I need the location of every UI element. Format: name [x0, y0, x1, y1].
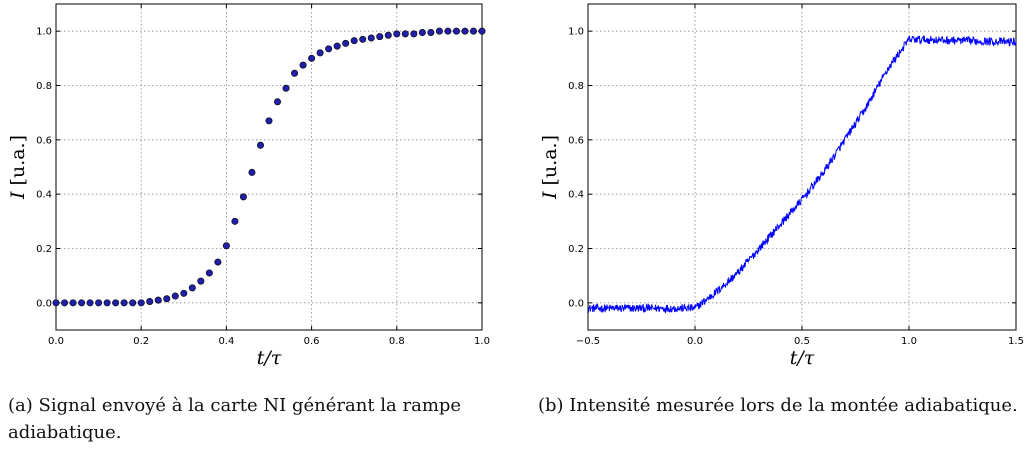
data-point	[282, 84, 290, 92]
data-point	[291, 69, 299, 77]
data-point	[205, 269, 213, 277]
data-point	[78, 299, 86, 307]
data-point	[325, 45, 333, 53]
x-tick-label: 0.5	[794, 336, 810, 347]
y-axis-label: I [u.a.]	[539, 135, 561, 200]
data-point	[342, 39, 350, 47]
x-tick-label: 1.5	[1008, 336, 1024, 347]
x-tick-label: 1.0	[474, 336, 490, 347]
data-point	[188, 284, 196, 292]
caption-a: (a) Signal envoyé à la carte NI générant…	[8, 395, 462, 443]
line-chart: −0.5 0.0 0.5 1.0 1.5 0.0 0.2 0.4 0.6 0.8 1.0 t/τ I […	[539, 3, 1024, 369]
y-tick-label: 0.4	[36, 190, 52, 201]
plot-frame	[55, 3, 483, 331]
data-point	[129, 299, 137, 307]
data-point	[359, 35, 367, 43]
panel-a: 0.0 0.2 0.4 0.6 0.8 1.0 0.0 0.2 0.4 0.6 0.8 1.0 t/τ I…	[0, 0, 500, 451]
y-tick-label: 0.6	[568, 135, 584, 146]
data-point	[154, 296, 162, 304]
y-tick-label: 0.4	[568, 190, 584, 201]
x-tick-label: 1.0	[901, 336, 917, 347]
data-point	[61, 299, 69, 307]
data-point	[384, 31, 392, 39]
data-point	[333, 42, 341, 50]
data-point	[410, 30, 418, 38]
data-point	[469, 27, 477, 35]
data-point	[444, 27, 452, 35]
y-tick-label: 0.2	[36, 244, 52, 255]
data-point	[103, 299, 111, 307]
data-point	[171, 292, 179, 300]
data-point	[95, 299, 103, 307]
x-tick-label: −0.5	[576, 336, 600, 347]
scatter-chart: 0.0 0.2 0.4 0.6 0.8 1.0 0.0 0.2 0.4 0.6 0.8 1.0 t/τ I…	[7, 3, 490, 369]
data-point	[274, 98, 282, 106]
data-point	[214, 258, 222, 266]
series-line	[587, 35, 1017, 314]
data-point	[112, 299, 120, 307]
data-point	[299, 61, 307, 69]
x-axis-label: t/τ	[790, 347, 815, 369]
plot-frame	[587, 3, 1017, 331]
panel-b: −0.5 0.0 0.5 1.0 1.5 0.0 0.2 0.4 0.6 0.8 1.0 t/τ I […	[520, 0, 1030, 451]
data-point	[350, 37, 358, 45]
data-point	[180, 289, 188, 297]
data-point	[231, 217, 239, 225]
data-point	[316, 49, 324, 57]
data-point	[146, 297, 154, 305]
y-tick-label: 0.8	[568, 81, 584, 92]
data-point	[163, 295, 171, 303]
y-axis-label: I [u.a.]	[7, 135, 29, 200]
data-point	[69, 299, 77, 307]
data-point	[256, 141, 264, 149]
data-point	[452, 27, 460, 35]
data-point	[120, 299, 128, 307]
data-point	[427, 29, 435, 37]
y-tick-label: 0.6	[36, 135, 52, 146]
data-point	[265, 117, 273, 125]
data-point	[137, 299, 145, 307]
x-tick-label: 0.2	[133, 336, 149, 347]
y-tick-label: 1.0	[568, 27, 584, 38]
x-tick-label: 0.4	[218, 336, 234, 347]
data-point	[308, 54, 316, 62]
x-tick-label: 0.6	[304, 336, 320, 347]
y-tick-label: 0.8	[36, 81, 52, 92]
y-tick-label: 0.2	[568, 244, 584, 255]
data-point	[401, 30, 409, 38]
data-point	[435, 27, 443, 35]
data-point	[418, 29, 426, 37]
y-tick-label: 0.0	[568, 298, 584, 309]
data-point	[222, 242, 230, 250]
caption-b: (b) Intensité mesurée lors de la montée …	[538, 395, 1018, 416]
data-point	[478, 27, 486, 35]
data-point	[248, 168, 256, 176]
y-tick-label: 0.0	[36, 298, 52, 309]
x-tick-label: 0.0	[48, 336, 64, 347]
y-tick-label: 1.0	[36, 27, 52, 38]
data-point	[367, 34, 375, 42]
x-tick-label: 0.8	[389, 336, 405, 347]
data-point	[239, 193, 247, 201]
data-point	[52, 299, 60, 307]
x-tick-label: 0.0	[687, 336, 703, 347]
data-point	[197, 277, 205, 285]
data-point	[86, 299, 94, 307]
data-point	[376, 33, 384, 41]
data-point	[461, 27, 469, 35]
x-axis-label: t/τ	[257, 347, 282, 369]
data-point	[393, 30, 401, 38]
